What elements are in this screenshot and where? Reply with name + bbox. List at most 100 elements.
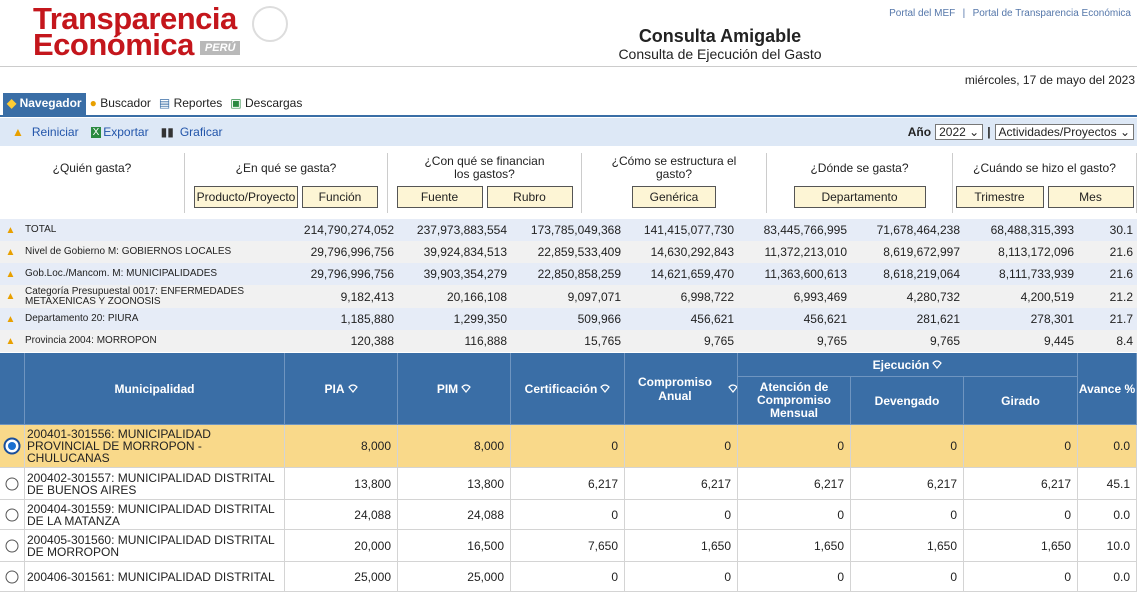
column-header[interactable]: Certificación	[511, 353, 625, 425]
result-row[interactable]: 200406-301561: MUNICIPALIDAD DISTRITAL 25…	[0, 562, 1137, 592]
divider	[0, 66, 1137, 67]
view-select[interactable]: Actividades/Proyectos ⌄	[994, 124, 1134, 140]
radio[interactable]	[0, 425, 25, 468]
summary-value: 21.6	[1109, 245, 1133, 259]
dimension-button[interactable]: Rubro	[486, 186, 573, 208]
question: ¿Dónde se gasta? Departamento	[767, 153, 953, 213]
column-header[interactable]: PIA	[285, 353, 398, 425]
municipality-name: 200401-301556: MUNICIPALIDAD PROVINCIAL …	[25, 425, 285, 468]
cell-value: 0	[511, 562, 625, 592]
radio-empty[interactable]	[4, 569, 20, 585]
summary-label: Categoría Presupuestal 0017: ENFERMEDADE…	[25, 285, 244, 307]
column-header-text: PIM	[436, 381, 459, 396]
logo-row: Económica PERÚ	[33, 29, 241, 60]
summary-value: 9,182,413	[340, 289, 394, 304]
sep: |	[987, 125, 991, 139]
tab-reportes[interactable]: ▤ Reportes	[158, 96, 223, 110]
result-row[interactable]: 200401-301556: MUNICIPALIDAD PROVINCIAL …	[0, 425, 1137, 468]
link-transparencia[interactable]: Portal de Transparencia Económica	[972, 8, 1131, 19]
column-header[interactable]: Compromiso Anual	[625, 353, 738, 425]
summary-value: 6,998,722	[680, 289, 734, 304]
radio-empty[interactable]	[4, 538, 20, 554]
page: Transparencia Económica PERÚ Portal del …	[0, 3, 1137, 592]
summary-row[interactable]: ▲ Gob.Loc./Mancom. M: MUNICIPALIDADES 29,7…	[0, 263, 1137, 285]
question-label: ¿Quién gasta?	[0, 153, 184, 183]
radio[interactable]	[0, 468, 25, 500]
year-label: Año	[907, 125, 932, 139]
cell-value: 0	[511, 425, 625, 468]
dimension-button[interactable]: Genérica	[632, 186, 716, 208]
summary-value: 22,850,858,259	[537, 267, 621, 281]
radio[interactable]	[0, 500, 25, 530]
dimension-button[interactable]: Fuente	[396, 186, 483, 208]
summary-row[interactable]: ▲ Provincia 2004: MORROPON 120,388 116,888 1…	[0, 330, 1137, 352]
dimension-button[interactable]: Departamento	[793, 186, 926, 208]
column-header-text: Atención de Compromiso Mensual	[756, 380, 831, 420]
group-header[interactable]: Ejecución	[738, 353, 1078, 377]
summary-value: 14,630,292,843	[650, 245, 734, 259]
cell-value: 0.0	[1078, 500, 1137, 530]
summary-value: 71,678,464,238	[876, 223, 960, 237]
btn-graficar[interactable]: Graficar	[179, 125, 223, 139]
summary-row[interactable]: ▲ TOTAL 214,790,274,052 237,973,883,554 173,…	[0, 219, 1137, 241]
tab-navegador[interactable]: ◆ Navegador	[3, 93, 86, 115]
up-icon[interactable]: ▲	[5, 224, 16, 236]
info-icon	[461, 383, 471, 393]
summary-row[interactable]: ▲ Departamento 20: PIURA 1,185,880 1,299,35…	[0, 308, 1137, 330]
summary-row[interactable]: ▲ Nivel de Gobierno M: GOBIERNOS LOCALES 2…	[0, 241, 1137, 263]
up-icon[interactable]: ▲	[5, 246, 16, 258]
radio-empty[interactable]	[4, 507, 20, 523]
result-row[interactable]: 200402-301557: MUNICIPALIDAD DISTRITAL D…	[0, 468, 1137, 500]
link-sep: |	[962, 8, 966, 19]
year-select[interactable]: 2022 ⌄	[935, 124, 984, 140]
cell-value: 0	[625, 425, 738, 468]
column-header[interactable]: PIM	[398, 353, 511, 425]
column-header-text: Municipalidad	[114, 381, 195, 396]
result-row[interactable]: 200404-301559: MUNICIPALIDAD DISTRITAL D…	[0, 500, 1137, 530]
question-buttons: Fuente Rubro	[388, 186, 581, 208]
up-icon[interactable]: ▲	[5, 268, 16, 280]
dimension-button[interactable]: Función	[302, 186, 378, 208]
summary-row[interactable]: ▲ Categoría Presupuestal 0017: ENFERMEDAD…	[0, 285, 1137, 308]
cell-value: 6,217	[851, 468, 964, 500]
up-icon[interactable]: ▲	[5, 291, 16, 302]
cell-value: 20,000	[285, 530, 398, 562]
question-text: ¿Cómo se estructura el gasto?	[611, 154, 737, 181]
cell-value: 1,650	[625, 530, 738, 562]
page-subtitle: Consulta de Ejecución del Gasto	[618, 46, 822, 62]
summary-value: 8,619,672,997	[883, 245, 960, 259]
question-text: ¿Dónde se gasta?	[810, 160, 909, 175]
link-mef[interactable]: Portal del MEF	[889, 8, 956, 19]
summary-value: 1,299,350	[453, 312, 507, 326]
municipality-name: 200406-301561: MUNICIPALIDAD DISTRITAL	[25, 562, 285, 592]
info-icon	[932, 359, 943, 369]
radio[interactable]	[0, 562, 25, 592]
radio-selected[interactable]	[3, 437, 21, 455]
cell-value: 6,217	[964, 468, 1078, 500]
dimension-button[interactable]: Producto/Proyecto	[194, 186, 298, 208]
question: ¿Quién gasta?	[0, 153, 185, 213]
cell-value: 0	[964, 562, 1078, 592]
radio[interactable]	[0, 530, 25, 562]
tab-descargas[interactable]: ▣ Descargas	[230, 96, 303, 110]
dimension-button[interactable]: Trimestre	[955, 186, 1044, 208]
radio-empty[interactable]	[4, 476, 20, 492]
cell-value: 10.0	[1078, 530, 1137, 562]
up-icon[interactable]: ▲	[5, 335, 16, 347]
summary-value: 11,363,600,613	[764, 267, 847, 281]
btn-reiniciar[interactable]: Reiniciar	[31, 125, 79, 139]
btn-exportar[interactable]: Exportar	[103, 125, 149, 139]
question-label: ¿En qué se gasta?	[185, 153, 387, 183]
tab-buscador[interactable]: ● Buscador	[89, 96, 151, 110]
group-header-text: Ejecución	[872, 357, 930, 372]
dimension-button[interactable]: Mes	[1047, 186, 1134, 208]
result-row[interactable]: 200405-301560: MUNICIPALIDAD DISTRITAL D…	[0, 530, 1137, 562]
up-icon[interactable]: ▲	[5, 313, 16, 325]
question: ¿En qué se gasta? Producto/Proyecto Funció…	[185, 153, 388, 213]
summary-value: 21.6	[1109, 267, 1133, 281]
summary-value: 456,621	[803, 312, 847, 326]
question-label: ¿Cómo se estructura el gasto?	[582, 153, 766, 183]
summary-value: 22,859,533,409	[537, 245, 621, 259]
column-header: Avance %	[1078, 353, 1137, 425]
question-label: ¿Dónde se gasta?	[767, 153, 952, 183]
